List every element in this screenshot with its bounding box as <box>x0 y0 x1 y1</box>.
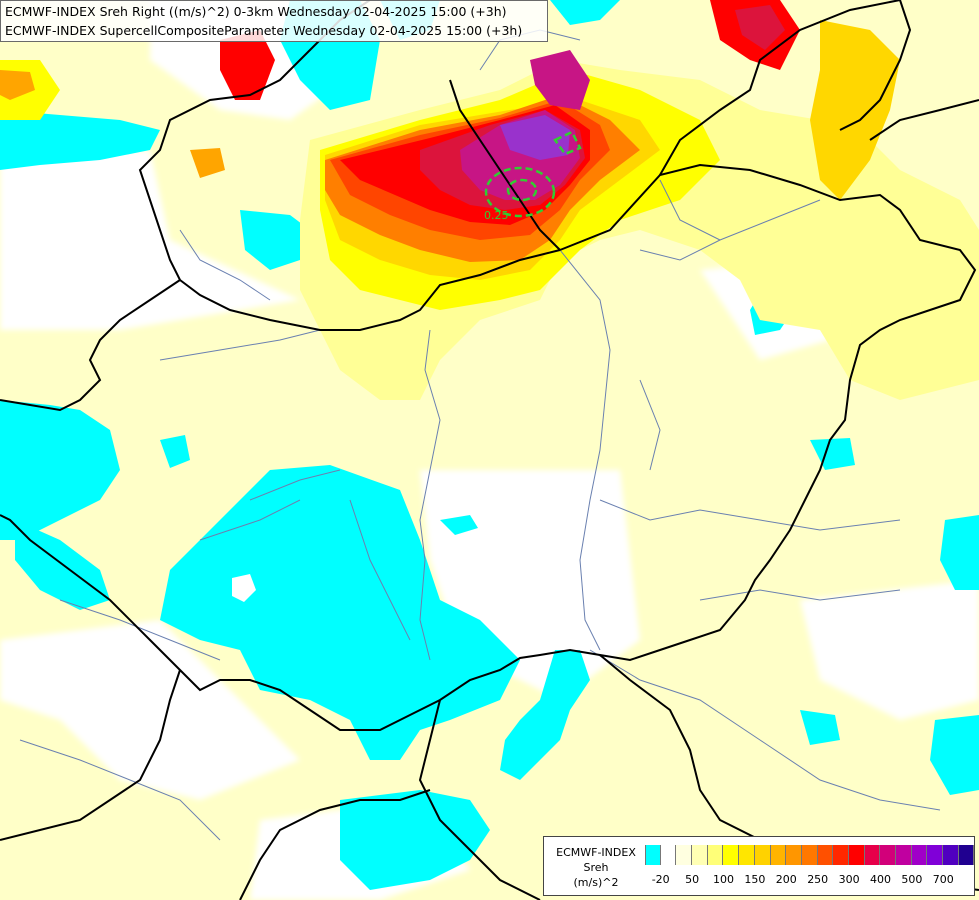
legend-tick-label: 300 <box>838 873 860 886</box>
legend-tick-label: -20 <box>651 873 670 886</box>
legend-tick-label: 200 <box>775 873 797 886</box>
legend-swatch <box>786 845 802 865</box>
legend-swatch <box>943 845 959 865</box>
legend-swatch <box>707 845 724 865</box>
legend-swatch <box>880 845 896 865</box>
legend-swatch <box>754 845 771 865</box>
title-line-sreh: ECMWF-INDEX Sreh Right ((m/s)^2) 0-3km W… <box>5 4 507 19</box>
legend-tick-label: 400 <box>870 873 891 886</box>
legend-swatch <box>848 845 865 865</box>
high-helicity-core <box>0 0 800 262</box>
legend-title: ECMWF-INDEX Sreh (m/s)^2 <box>550 845 642 890</box>
map-title-box: ECMWF-INDEX Sreh Right ((m/s)^2) 0-3km W… <box>0 0 548 42</box>
legend-title-line: Sreh <box>583 861 609 874</box>
legend-swatch <box>864 845 881 865</box>
legend-swatch <box>645 845 661 865</box>
legend-swatch <box>739 845 755 865</box>
legend-tick-label: 700 <box>932 873 954 886</box>
legend-swatch <box>833 845 849 865</box>
legend-tick-labels: -20 50 100 150 200 250 300 400 500 700 <box>645 873 975 889</box>
legend-swatch <box>911 845 928 865</box>
legend-tick-label: 50 <box>685 873 700 886</box>
color-legend: ECMWF-INDEX Sreh (m/s)^2 -20 50 100 150 200 2… <box>543 836 975 896</box>
scp-contour <box>484 130 582 218</box>
legend-swatch <box>927 845 944 865</box>
legend-swatch <box>770 845 787 865</box>
legend-swatch <box>817 845 834 865</box>
title-line-scp: ECMWF-INDEX SupercellCompositeParameter … <box>5 23 523 38</box>
legend-swatch <box>801 845 818 865</box>
legend-tick-label: 500 <box>901 873 923 886</box>
legend-swatch <box>723 845 740 865</box>
rivers <box>19 29 941 841</box>
legend-swatch <box>896 845 912 865</box>
legend-tick-label: 100 <box>713 873 734 886</box>
contour-label: 0.25 <box>484 209 509 222</box>
legend-title-line: ECMWF-INDEX <box>556 846 636 859</box>
legend-title-line: (m/s)^2 <box>573 876 619 889</box>
legend-swatch <box>660 845 677 865</box>
legend-swatch <box>958 845 975 865</box>
legend-color-scale <box>645 845 975 865</box>
legend-tick-label: 150 <box>744 873 766 886</box>
legend-tick-label: 250 <box>807 873 829 886</box>
legend-swatch <box>676 845 693 865</box>
legend-swatch <box>692 845 708 865</box>
